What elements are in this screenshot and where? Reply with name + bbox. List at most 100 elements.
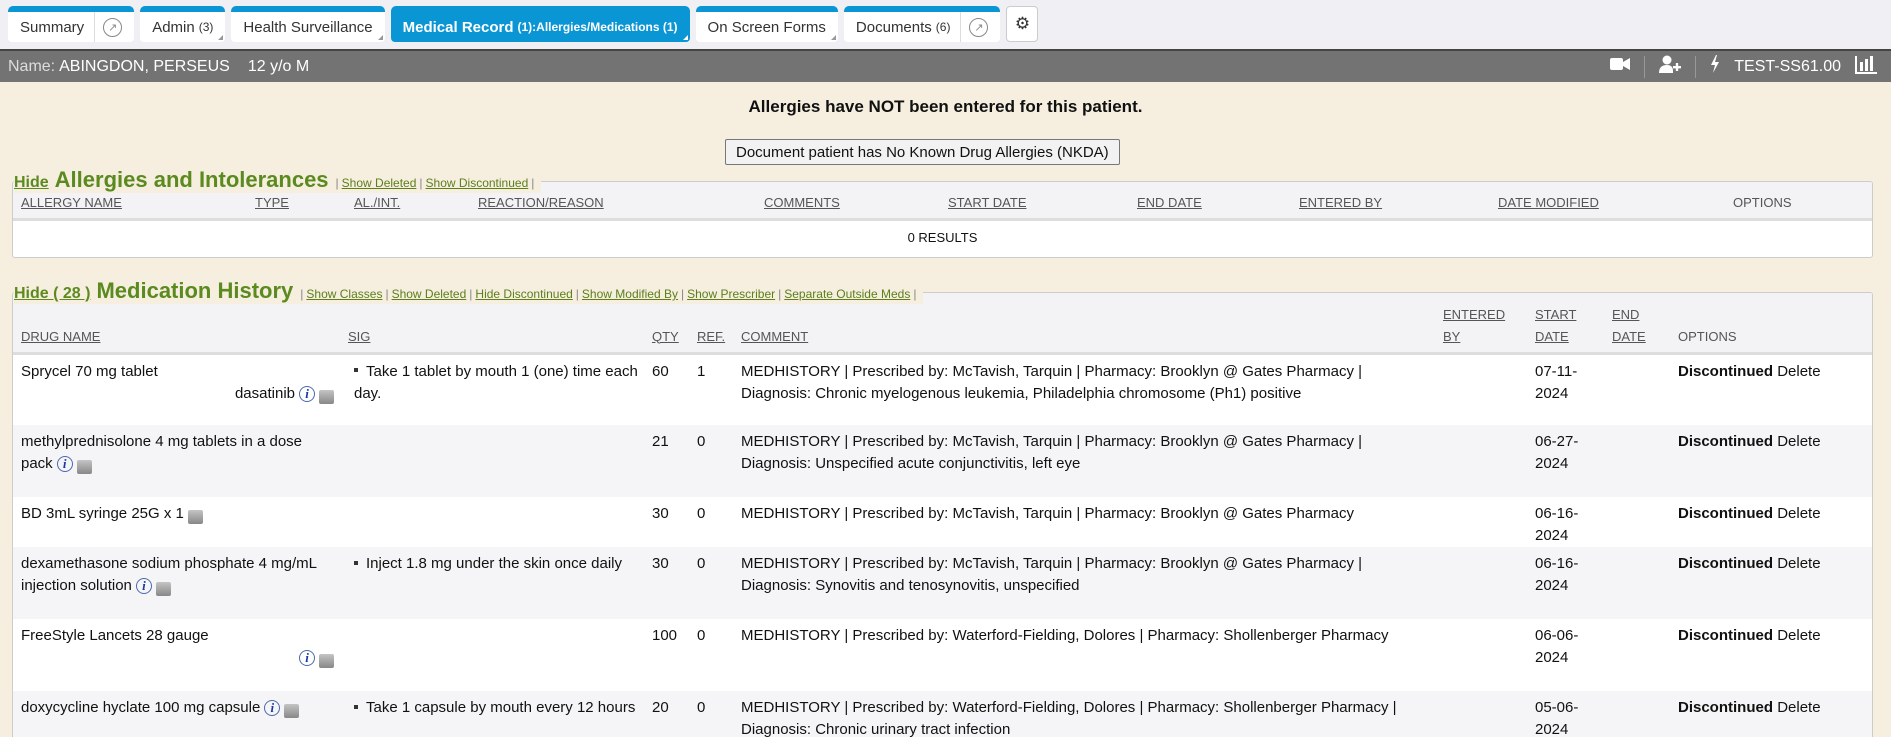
- hide-medications-link[interactable]: Hide ( 28 ): [14, 285, 91, 302]
- ref-cell: 0: [697, 627, 706, 644]
- col-ref[interactable]: REF.: [697, 328, 726, 344]
- drug-name[interactable]: BD 3mL syringe 25G x 1: [21, 505, 184, 522]
- drug-name[interactable]: methylprednisolone 4 mg tablets in a dos…: [21, 433, 303, 472]
- medication-filter-link[interactable]: Show Modified By: [581, 287, 678, 301]
- drug-name[interactable]: Sprycel 70 mg tablet: [21, 362, 158, 380]
- printer-icon[interactable]: [319, 654, 334, 669]
- column-label: ENTERED BY: [1299, 195, 1383, 210]
- delete-link[interactable]: Delete: [1777, 699, 1821, 716]
- table-row: doxycycline hyclate 100 mg capsule i Take …: [13, 691, 1872, 737]
- discontinued-status[interactable]: Discontinued: [1678, 627, 1774, 644]
- sig-cell: [340, 619, 644, 691]
- info-icon[interactable]: i: [135, 578, 152, 595]
- col-end-date[interactable]: END DATE: [1612, 306, 1646, 344]
- options-cell: Discontinued Delete: [1670, 547, 1872, 619]
- medication-filter-link[interactable]: Show Deleted: [391, 287, 467, 301]
- options-cell: Discontinued Delete: [1670, 425, 1872, 497]
- delete-link[interactable]: Delete: [1777, 627, 1821, 644]
- col-comment[interactable]: COMMENT: [741, 328, 809, 344]
- tab-on-screen-forms[interactable]: On Screen Forms: [695, 6, 838, 42]
- info-icon[interactable]: i: [299, 385, 315, 402]
- tab-health-surveillance[interactable]: Health Surveillance: [231, 6, 385, 42]
- drug-cell: methylprednisolone 4 mg tablets in a dos…: [13, 425, 340, 497]
- patient-bar: Name: ABINGDON, PERSEUS 12 y/o M TEST-SS…: [0, 49, 1891, 82]
- printer-icon[interactable]: [187, 510, 203, 525]
- printer-icon[interactable]: [76, 460, 92, 475]
- generic-name: dasatinib: [234, 384, 295, 402]
- info-icon[interactable]: i: [56, 456, 73, 473]
- column-label: TYPE: [255, 195, 289, 210]
- entered-cell: [1435, 425, 1527, 497]
- printer-icon[interactable]: [319, 389, 334, 404]
- col-sig[interactable]: SIG: [348, 328, 371, 344]
- info-icon[interactable]: i: [299, 650, 315, 667]
- discontinued-status[interactable]: Discontinued: [1678, 362, 1774, 380]
- col-allergy-header[interactable]: AL./INT.: [346, 182, 470, 220]
- delete-link[interactable]: Delete: [1777, 555, 1821, 572]
- col-qty[interactable]: QTY: [652, 328, 679, 344]
- col-allergy-header[interactable]: ENTERED BY: [1291, 182, 1490, 220]
- printer-icon[interactable]: [155, 582, 171, 597]
- info-icon[interactable]: i: [264, 700, 281, 717]
- start-cell: 06-16-2024: [1535, 555, 1579, 594]
- bullet-icon: [354, 368, 358, 373]
- delete-link[interactable]: Delete: [1777, 362, 1821, 380]
- col-allergy-header[interactable]: START DATE: [940, 182, 1129, 220]
- col-drug-name[interactable]: DRUG NAME: [21, 328, 101, 344]
- bar-chart-icon[interactable]: [1855, 54, 1877, 79]
- settings-gears-button[interactable]: ⚙: [1006, 6, 1039, 42]
- tab-summary[interactable]: Summary ↗: [8, 6, 135, 42]
- menu-corner-icon: [218, 35, 224, 40]
- medication-filter-link[interactable]: Separate Outside Meds: [784, 287, 911, 301]
- menu-corner-icon: [377, 35, 383, 40]
- col-entered-by[interactable]: ENTERED BY: [1443, 306, 1506, 344]
- col-allergy-header[interactable]: COMMENTS: [756, 182, 940, 220]
- col-start-date[interactable]: START DATE: [1535, 306, 1577, 344]
- medication-filter-link[interactable]: Show Classes: [306, 287, 383, 301]
- col-allergy-header[interactable]: END DATE: [1129, 182, 1291, 220]
- sig-cell: [340, 497, 644, 547]
- show-deleted-link[interactable]: Show Deleted: [341, 176, 417, 190]
- entered-cell: [1435, 497, 1527, 547]
- allergies-section-header: Hide Allergies and Intolerances | Show De…: [14, 167, 542, 193]
- table-row: dexamethasone sodium phosphate 4 mg/mL i…: [13, 547, 1872, 619]
- nkda-button[interactable]: Document patient has No Known Drug Aller…: [725, 139, 1120, 165]
- medication-filter-link[interactable]: Show Prescriber: [687, 287, 776, 301]
- tab-documents[interactable]: Documents (6) ↗: [843, 6, 1001, 42]
- delete-link[interactable]: Delete: [1777, 433, 1821, 450]
- results-count: 0 RESULTS: [907, 230, 978, 245]
- tab-medical-record[interactable]: Medical Record (1):Allergies/Medications …: [390, 6, 690, 42]
- external-link-icon[interactable]: ↗: [969, 17, 989, 37]
- tab-admin[interactable]: Admin (3): [140, 6, 226, 42]
- show-discontinued-link[interactable]: Show Discontinued: [425, 176, 529, 190]
- video-camera-icon[interactable]: [1610, 57, 1631, 76]
- drug-name[interactable]: dexamethasone sodium phosphate 4 mg/mL i…: [21, 555, 317, 594]
- hide-allergies-link[interactable]: Hide: [14, 174, 49, 191]
- entered-cell: [1435, 547, 1527, 619]
- delete-link[interactable]: Delete: [1777, 505, 1821, 522]
- entered-cell: [1435, 619, 1527, 691]
- printer-icon[interactable]: [284, 704, 300, 719]
- column-label: REACTION/REASON: [478, 195, 604, 210]
- column-label: ALLERGY NAME: [21, 195, 122, 210]
- drug-name[interactable]: FreeStyle Lancets 28 gauge: [21, 627, 209, 644]
- drug-cell: FreeStyle Lancets 28 gauge i: [13, 619, 340, 691]
- col-allergy-header[interactable]: DATE MODIFIED: [1490, 182, 1725, 220]
- options-cell: Discontinued Delete: [1670, 691, 1872, 737]
- medication-filter-link[interactable]: Hide Discontinued: [475, 287, 573, 301]
- external-link-icon[interactable]: ↗: [103, 17, 123, 37]
- discontinued-status[interactable]: Discontinued: [1678, 699, 1774, 716]
- discontinued-status[interactable]: Discontinued: [1678, 433, 1774, 450]
- table-row: Sprycel 70 mg tablet dasatinib i Take 1 tab…: [13, 353, 1872, 425]
- col-allergy-header[interactable]: TYPE: [247, 182, 346, 220]
- discontinued-status[interactable]: Discontinued: [1678, 505, 1774, 522]
- add-user-icon[interactable]: [1659, 55, 1682, 78]
- discontinued-status[interactable]: Discontinued: [1678, 555, 1774, 572]
- col-allergy-header[interactable]: ALLERGY NAME: [13, 182, 247, 220]
- ref-cell: 1: [697, 362, 706, 380]
- col-allergy-header[interactable]: REACTION/REASON: [470, 182, 756, 220]
- lightning-icon[interactable]: [1710, 55, 1720, 78]
- column-label: OPTIONS: [1733, 195, 1792, 210]
- menu-corner-icon: [830, 35, 836, 40]
- drug-name[interactable]: doxycycline hyclate 100 mg capsule: [21, 699, 261, 716]
